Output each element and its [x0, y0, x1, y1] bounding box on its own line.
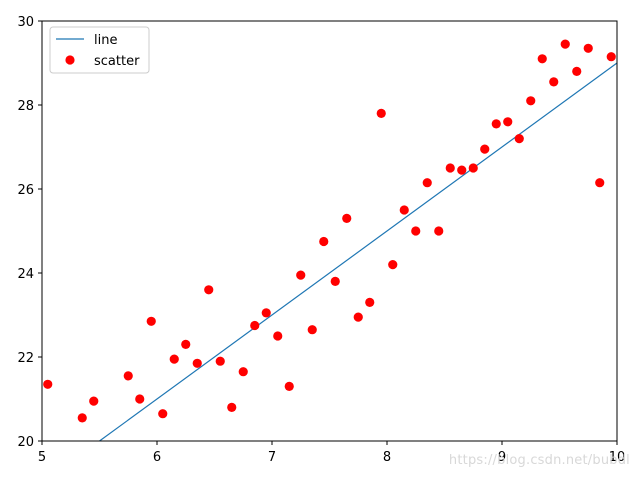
y-tick-label: 26 — [17, 183, 34, 198]
scatter-point — [365, 297, 375, 307]
scatter-point — [319, 236, 329, 247]
axes: 5 6 7 8 9 10 20 22 24 26 28 30 — [17, 15, 625, 465]
scatter-point — [342, 213, 352, 223]
scatter-point — [606, 52, 616, 62]
scatter-point — [457, 165, 467, 175]
scatter-point — [169, 354, 179, 364]
scatter-point — [227, 402, 237, 412]
scatter-point — [330, 276, 340, 286]
scatter-point — [411, 226, 421, 236]
watermark-text: https://blog.csdn.net/bubdl — [448, 453, 630, 468]
scatter-point — [445, 163, 455, 173]
x-tick-label: 8 — [383, 450, 391, 465]
legend-circle-marker — [65, 55, 75, 65]
legend-label-line: line — [94, 33, 117, 48]
plot-area — [43, 39, 617, 441]
scatter-point — [181, 339, 191, 349]
legend: line scatter — [49, 26, 150, 74]
scatter-point — [192, 358, 202, 368]
scatter-point — [204, 285, 214, 295]
scatter-point — [514, 134, 524, 144]
scatter-point — [388, 260, 398, 270]
x-tick-label: 7 — [268, 450, 276, 465]
scatter-point — [296, 270, 306, 280]
scatter-point — [560, 39, 570, 49]
axes-frame — [41, 20, 618, 442]
scatter-point — [146, 316, 156, 326]
y-tick-label: 30 — [17, 15, 34, 30]
scatter-point — [123, 371, 133, 381]
scatter-point — [422, 178, 432, 188]
scatter-point — [526, 96, 536, 106]
scatter-point — [376, 108, 386, 118]
scatter-point — [250, 320, 260, 331]
x-tick-label: 9 — [498, 450, 506, 465]
scatter-point — [215, 356, 225, 366]
scatter-point — [503, 117, 513, 127]
scatter-point — [595, 178, 605, 188]
scatter-point — [273, 331, 283, 341]
scatter-point — [491, 119, 501, 129]
y-tick-label: 24 — [17, 267, 34, 282]
scatter-point — [537, 54, 547, 64]
scatter-point — [572, 66, 582, 76]
scatter-point — [89, 396, 99, 406]
y-tick-label: 20 — [17, 435, 34, 450]
legend-label-scatter: scatter — [94, 54, 140, 69]
scatter-point — [434, 226, 444, 236]
scatter-point — [158, 409, 168, 419]
scatter-point — [238, 367, 248, 377]
x-tick-label: 10 — [609, 450, 626, 465]
x-tick-label: 6 — [153, 450, 161, 465]
scatter-point — [353, 312, 363, 322]
x-tick-label: 5 — [38, 450, 46, 465]
scatter-point — [583, 43, 593, 53]
scatter-point — [77, 413, 87, 423]
scatter-point — [307, 325, 317, 335]
scatter-point — [399, 205, 409, 215]
y-tick-label: 22 — [17, 351, 34, 366]
scatter-point — [480, 144, 490, 154]
scatter-point — [468, 163, 478, 173]
scatter-point — [284, 381, 294, 391]
scatter-point — [135, 394, 145, 404]
scatter-point — [43, 379, 53, 389]
scatter-point — [549, 77, 559, 87]
series-line-line — [99, 62, 617, 441]
y-tick-label: 28 — [17, 99, 34, 114]
scatter-point — [261, 308, 271, 318]
